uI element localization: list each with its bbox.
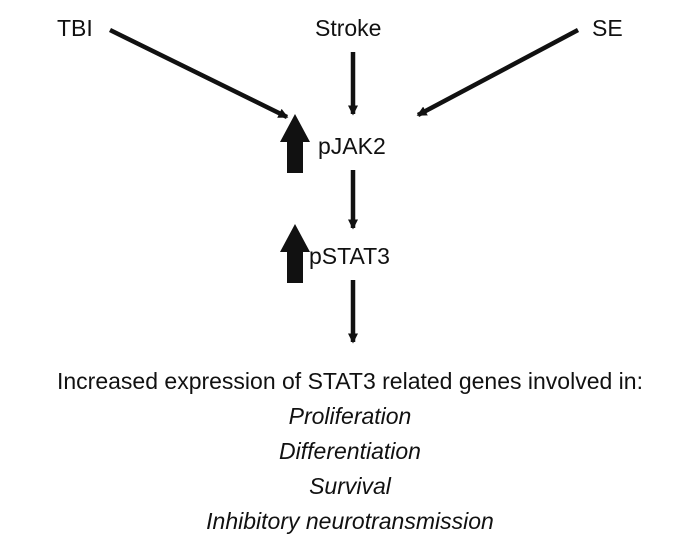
input-label-se: SE bbox=[592, 15, 623, 41]
outcome-item-proliferation: Proliferation bbox=[288, 403, 412, 429]
node-label-pjak2: pJAK2 bbox=[318, 133, 386, 159]
arrow-se-to-pjak2 bbox=[416, 28, 580, 117]
input-label-stroke: Stroke bbox=[315, 15, 382, 41]
outcome-heading: Increased expression of STAT3 related ge… bbox=[57, 368, 643, 394]
arrow-tbi-to-pjak2 bbox=[109, 27, 289, 120]
outcome-item-differentiation: Differentiation bbox=[279, 438, 421, 464]
increase-arrow-pjak2 bbox=[280, 114, 310, 173]
increase-arrow-pstat3 bbox=[280, 224, 310, 283]
outcome-item-inhibitory-neurotransmission: Inhibitory neurotransmission bbox=[206, 508, 494, 534]
node-label-pstat3: pSTAT3 bbox=[309, 243, 390, 269]
input-label-tbi: TBI bbox=[57, 15, 93, 41]
outcome-item-survival: Survival bbox=[309, 473, 391, 499]
